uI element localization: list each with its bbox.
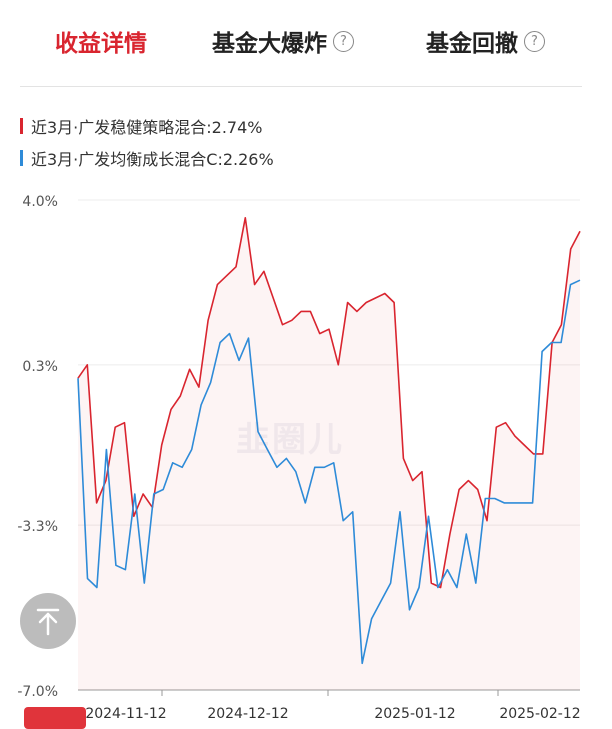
x-tick-label: 2025-02-12: [499, 706, 580, 722]
question-icon[interactable]: ?: [524, 30, 545, 52]
y-tick-label: 4.0%: [22, 194, 58, 210]
tab-fund-drawdown-label: 基金回撤: [426, 31, 518, 57]
tab-return-details-label: 收益详情: [55, 31, 147, 57]
legend-text-red: 近3月·广发稳健策略混合:2.74%: [31, 118, 263, 137]
arrow-up-icon: [36, 608, 60, 636]
x-tick-label: 2025-01-12: [374, 706, 455, 722]
bottom-badge: [24, 707, 86, 729]
tab-fund-drawdown[interactable]: 基金回撤 ?: [426, 24, 545, 58]
tab-fund-explosion[interactable]: 基金大爆炸 ?: [212, 24, 354, 58]
question-icon[interactable]: ?: [333, 30, 354, 52]
scroll-to-top-button[interactable]: [20, 593, 76, 649]
y-tick-label: 0.3%: [22, 359, 58, 375]
legend-text-blue: 近3月·广发均衡成长混合C:2.26%: [31, 150, 274, 169]
series-line-blue: [77, 279, 581, 665]
legend-swatch-blue: [20, 150, 23, 166]
tab-fund-explosion-label: 基金大爆炸: [212, 31, 327, 57]
y-tick-label: -3.3%: [17, 519, 58, 535]
watermark: 韭圈儿: [236, 420, 344, 460]
tab-return-details[interactable]: 收益详情: [55, 24, 147, 58]
legend-item-red: 近3月·广发稳健策略混合:2.74%: [20, 114, 263, 138]
series-line-red: [77, 217, 581, 589]
x-tick-label: 2024-12-12: [207, 706, 288, 722]
tab-divider: [20, 86, 582, 87]
series-area-red: [78, 217, 580, 691]
y-tick-label: -7.0%: [17, 684, 58, 700]
x-tick-label: 2024-11-12: [85, 706, 166, 722]
legend-swatch-red: [20, 118, 23, 134]
tab-bar: 收益详情 基金大爆炸 ? 基金回撤 ?: [0, 0, 612, 86]
legend-item-blue: 近3月·广发均衡成长混合C:2.26%: [20, 146, 274, 170]
